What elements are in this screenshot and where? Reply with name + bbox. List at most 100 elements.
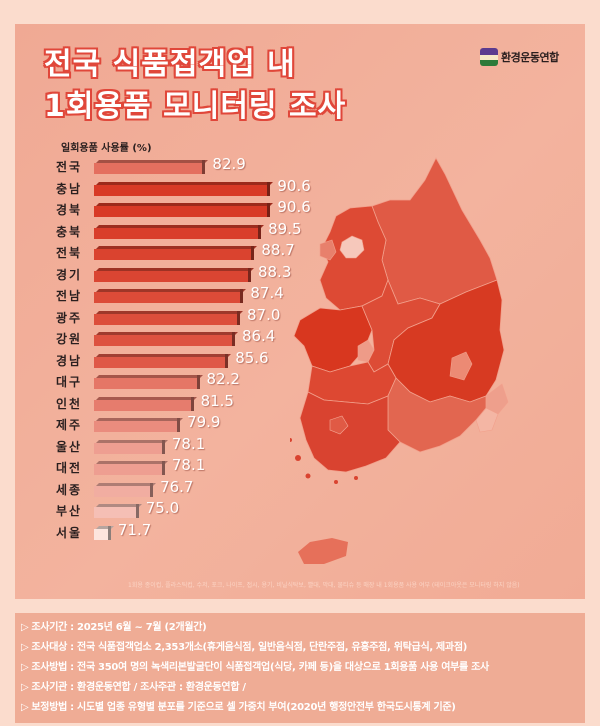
bar: [94, 375, 203, 389]
bar-value-label: 90.6: [277, 176, 311, 195]
page-title: 전국 식품접객업 내 1회용품 모니터링 조사: [44, 44, 346, 128]
title-line-2: 1회용품 모니터링 조사: [44, 89, 347, 124]
triangle-right-icon: ▷: [21, 662, 29, 673]
bar-region-label: 경북: [56, 203, 83, 217]
bar: [94, 353, 232, 368]
bar-region-label: 강원: [56, 332, 83, 346]
logo-text: 환경운동연합: [501, 51, 559, 64]
bar-row: 대구 82.2: [0, 370, 300, 392]
bar-value-label: 88.3: [257, 262, 292, 281]
map-region-incheon: [319, 239, 337, 261]
bar-value-label: 87.4: [250, 284, 284, 302]
bar-value-label: 85.6: [235, 348, 269, 367]
info-line-correction: ▷ 보정방법 : 시도별 업종 유형별 분포를 기준으로 셀 가중치 부여(202…: [21, 702, 456, 713]
bar: [94, 332, 238, 346]
logo: 환경운동연합: [480, 48, 559, 66]
bar-region-label: 충남: [56, 181, 83, 196]
info-line-agency: ▷ 조사기관 : 환경운동연합 / 조사주관 : 환경운동연합 /: [21, 682, 246, 693]
bar-row: 대전 78.1: [0, 456, 300, 478]
bar-value-label: 78.1: [171, 456, 206, 474]
bar: [94, 504, 142, 518]
bar-row: 전국 82.9: [0, 155, 300, 177]
bar: [94, 246, 258, 260]
chart-axis-label: 일회용품 사용률 (%): [61, 143, 152, 154]
bar: [94, 160, 209, 174]
bar-row: 충북 89.5: [0, 219, 302, 242]
bar-region-label: 대전: [56, 461, 83, 475]
bar: [94, 181, 274, 196]
info-line-target: ▷ 조사대상 : 전국 식품접객업소 2,353개소(휴게음식점, 일반음식점, …: [21, 642, 467, 653]
bar-row: 울산 78.1: [0, 435, 300, 457]
bar-region-label: 전북: [56, 246, 83, 260]
bar-value-label: 87.0: [247, 305, 281, 324]
bar-region-label: 광주: [56, 310, 83, 325]
bar: [94, 461, 168, 475]
bar-row: 세종 76.7: [0, 478, 300, 500]
triangle-right-icon: ▷: [21, 682, 29, 693]
bar: [94, 310, 243, 325]
bar: [94, 289, 247, 303]
bar: [94, 224, 265, 239]
map-region-jeju: [298, 538, 348, 564]
bar-region-label: 세종: [56, 482, 83, 497]
map-region-gangwon: [371, 157, 498, 305]
bar-row: 부산 75.0: [0, 499, 300, 521]
bar-row: 전남 87.4: [0, 284, 300, 306]
bar-value-label: 76.7: [160, 477, 194, 496]
survey-info-box: ▷ 조사기간 : 2025년 6월 ~ 7월 (2개월간) ▷ 조사대상 : 전국 …: [15, 613, 585, 723]
bar-value-label: 82.2: [206, 370, 240, 388]
bar-region-label: 경남: [56, 353, 83, 368]
bar-row: 강원 86.4: [0, 327, 300, 349]
bar-region-label: 인천: [56, 396, 83, 411]
bar-region-label: 대구: [56, 375, 83, 389]
bar-value-label: 82.9: [212, 155, 246, 173]
triangle-right-icon: ▷: [21, 622, 29, 633]
bar-row: 경북 90.6: [0, 198, 311, 220]
bar-row: 경남 85.6: [0, 349, 300, 371]
bar: [94, 396, 197, 411]
triangle-right-icon: ▷: [21, 642, 29, 653]
bar: [94, 267, 254, 282]
bar-region-label: 제주: [56, 418, 83, 432]
triangle-right-icon: ▷: [21, 702, 29, 713]
bar-region-label: 충북: [56, 224, 83, 239]
bar-row: 광주 87.0: [0, 306, 300, 328]
bar-value-label: 81.5: [200, 391, 234, 410]
map-region-chungnam: [293, 305, 373, 373]
bar-value-label: 71.7: [117, 520, 152, 539]
bar-region-label: 부산: [56, 504, 83, 518]
bar-region-label: 전남: [56, 289, 83, 303]
title-line-1: 전국 식품접객업 내: [44, 47, 296, 82]
bar: [94, 203, 274, 217]
info-line-period: ▷ 조사기간 : 2025년 6월 ~ 7월 (2개월간): [21, 622, 207, 633]
bar-row: 전북 88.7: [0, 241, 300, 263]
bar: [94, 482, 157, 497]
bar-row: 제주 79.9: [0, 413, 300, 435]
bar-value-label: 79.9: [187, 413, 221, 431]
bar: [94, 418, 184, 432]
bar: [94, 525, 114, 540]
bar-value-label: 78.1: [171, 434, 206, 453]
bar-row: 경기 88.3: [0, 263, 300, 285]
bar-region-label: 전국: [56, 160, 83, 174]
info-line-method: ▷ 조사방법 : 전국 350여 명의 녹색리본발굴단이 식품접객업(식당, 카페…: [21, 662, 489, 673]
bar-value-label: 88.7: [261, 241, 295, 259]
map-region-gwangju: [329, 415, 349, 435]
bar-region-label: 서울: [56, 525, 83, 540]
bar-row: 서울 71.7: [0, 521, 300, 543]
bar-row: 충남 90.6: [0, 177, 311, 199]
bar-region-label: 경기: [56, 267, 83, 282]
map-region-seoul: [339, 235, 365, 259]
logo-mountain-icon: [480, 48, 498, 66]
map-region-jeonnam: [299, 391, 401, 473]
bar-row: 인천 81.5: [0, 392, 300, 414]
bar: [94, 439, 168, 454]
bar-value-label: 90.6: [277, 198, 311, 216]
map-region-daegu: [449, 351, 473, 381]
bar-region-label: 울산: [56, 439, 83, 454]
bar-value-label: 86.4: [241, 327, 276, 345]
footnote: 1회용 종이컵, 플라스틱컵, 수저, 포크, 나이프, 접시, 용기, 비닐식…: [128, 582, 520, 589]
bar-value-label: 89.5: [268, 219, 302, 238]
korea-choropleth-map: [290, 157, 509, 564]
bar-value-label: 75.0: [145, 499, 180, 517]
